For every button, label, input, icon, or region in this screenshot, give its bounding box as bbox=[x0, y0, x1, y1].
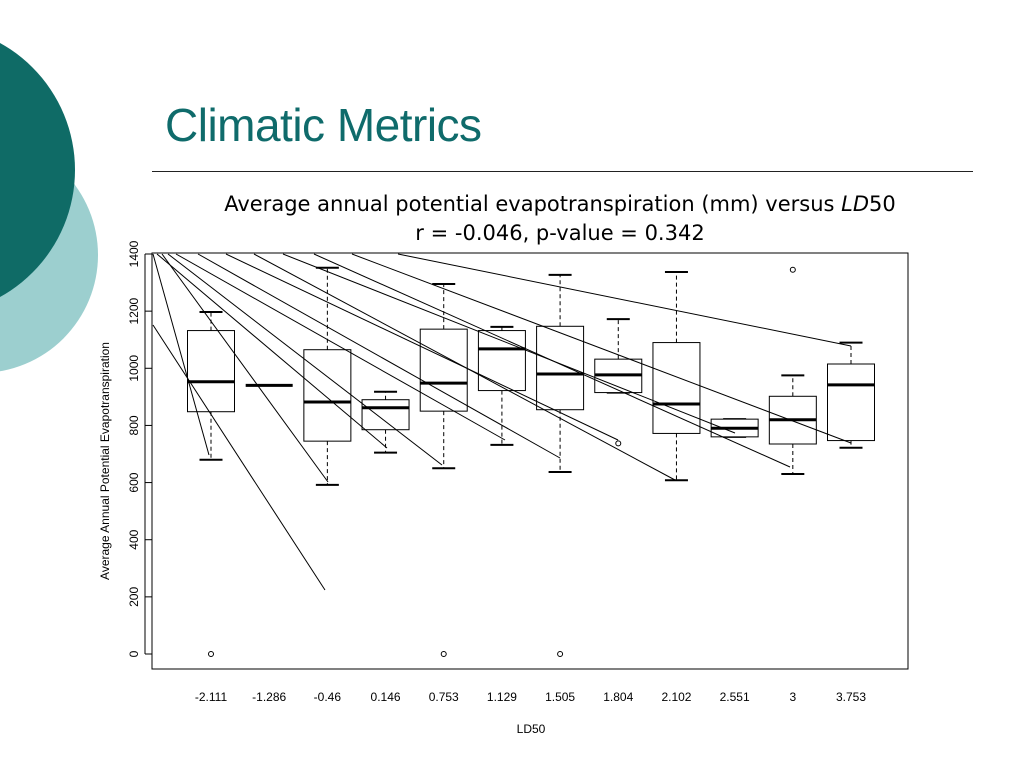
x-tick-label: -1.286 bbox=[252, 690, 286, 704]
leader-line bbox=[152, 324, 326, 591]
chart-title-text: Average annual potential evapotranspirat… bbox=[224, 192, 835, 216]
x-axis-label: LD50 bbox=[517, 722, 546, 736]
outlier-point bbox=[789, 266, 796, 273]
chart-subtitle: r = -0.046, p-value = 0.342 bbox=[415, 221, 705, 245]
leader-line bbox=[351, 253, 852, 444]
leader-line bbox=[161, 253, 329, 483]
slide-title: Climatic Metrics bbox=[165, 99, 482, 151]
box-iqr bbox=[477, 330, 526, 392]
x-tick-label: 2.102 bbox=[661, 690, 691, 704]
title-divider bbox=[152, 171, 973, 172]
x-tick-label: 0.146 bbox=[371, 690, 401, 704]
box-iqr bbox=[419, 328, 468, 412]
leader-line bbox=[175, 253, 506, 441]
y-tick-label: 200 bbox=[127, 587, 141, 607]
slide-decoration bbox=[0, 43, 98, 372]
box-iqr bbox=[536, 325, 585, 411]
y-tick-label: 1000 bbox=[127, 355, 141, 382]
box-iqr bbox=[827, 363, 875, 442]
outlier-point bbox=[440, 651, 447, 657]
x-tick-label: 2.551 bbox=[720, 690, 750, 704]
leader-line bbox=[225, 253, 619, 441]
outlier-point bbox=[208, 651, 214, 657]
x-tick-label: -2.111 bbox=[195, 690, 228, 704]
y-tick-label: 400 bbox=[127, 529, 141, 549]
box-iqr bbox=[361, 399, 410, 431]
x-tick-label: 1.505 bbox=[545, 690, 575, 704]
box-iqr bbox=[187, 330, 235, 413]
chart-title-italic: LD bbox=[841, 192, 870, 216]
leader-line bbox=[197, 253, 561, 459]
x-tick-label: 0.753 bbox=[429, 690, 459, 704]
y-tick-label: 600 bbox=[127, 472, 141, 492]
x-tick-label: 1.129 bbox=[487, 690, 517, 704]
decor-circle-dark bbox=[0, 43, 75, 297]
x-tick-label: 3.753 bbox=[836, 690, 866, 704]
chart-title-suffix: 50 bbox=[869, 192, 896, 216]
x-tick-label: 3 bbox=[789, 690, 796, 704]
plot-frame bbox=[151, 252, 909, 670]
leader-line bbox=[282, 253, 736, 434]
outlier-point bbox=[557, 651, 564, 657]
y-tick-label: 1200 bbox=[127, 297, 141, 324]
x-tick-label: 1.804 bbox=[603, 690, 633, 704]
leader-line bbox=[156, 253, 388, 449]
leader-line bbox=[167, 253, 443, 466]
y-tick-label: 1400 bbox=[127, 240, 141, 267]
y-tick-label: 0 bbox=[127, 650, 141, 657]
chart-title: Average annual potential evapotranspirat… bbox=[150, 192, 970, 216]
outlier-point bbox=[615, 440, 622, 447]
leader-line bbox=[253, 253, 676, 481]
leader-line bbox=[152, 253, 210, 456]
x-tick-label: -0.46 bbox=[314, 690, 342, 704]
y-axis-label: Average Annual Potential Evapotranspirat… bbox=[98, 342, 112, 580]
box-iqr bbox=[652, 342, 701, 434]
leader-line bbox=[313, 253, 791, 468]
leader-line bbox=[397, 253, 852, 347]
y-tick-label: 800 bbox=[127, 415, 141, 435]
